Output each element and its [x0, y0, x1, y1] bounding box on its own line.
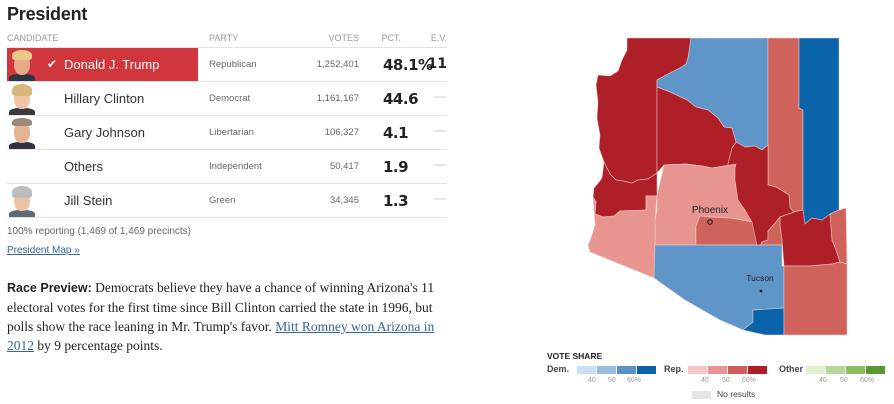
candidate-pct: 48.1% [383, 56, 433, 74]
candidate-ev: — [433, 123, 447, 139]
legend-tick: 50 [722, 377, 730, 384]
candidate-ev: — [433, 157, 447, 173]
city-label-tucson: Tucson [746, 273, 774, 283]
candidate-name: Others [64, 159, 104, 174]
legend-swatches-other [806, 366, 885, 374]
legend-label-other: Other [779, 364, 804, 374]
candidate-ev: — [433, 191, 447, 207]
header-ev: E.V. [430, 33, 447, 43]
clinton-photo [7, 83, 37, 115]
legend-tick: 50 [840, 377, 848, 384]
race-preview-text: Democrats believe they have a chance of … [7, 280, 435, 334]
table-row: ✔ Donald J. Trump Republican 1,252,401 4… [7, 48, 447, 82]
candidate-name: Hillary Clinton [64, 91, 145, 106]
county-pinal [695, 215, 783, 252]
candidate-pct: 1.9 [383, 158, 409, 176]
legend-label-rep: Rep. [664, 364, 684, 374]
candidate-ev: — [433, 89, 447, 105]
header-votes: VOTES [328, 33, 359, 43]
county-apache [798, 37, 840, 225]
candidate-votes: 34,345 [329, 195, 359, 206]
county-navajo [767, 37, 804, 213]
legend-tick: 60% [860, 377, 875, 384]
header-party: PARTY [209, 33, 239, 43]
phoenix-marker-icon [707, 219, 713, 225]
legend-label-dem: Dem. [547, 364, 570, 374]
arizona-county-map[interactable]: Phoenix Tucson [580, 30, 860, 350]
candidate-party: Independent [209, 161, 262, 172]
stein-photo [7, 185, 37, 217]
candidate-votes: 50,417 [329, 161, 359, 172]
race-preview: Race Preview: Democrats believe they hav… [7, 278, 447, 355]
winner-cell: ✔ Donald J. Trump [7, 48, 198, 81]
president-map-link[interactable]: President Map » [7, 245, 80, 256]
legend-tick: 60% [742, 377, 757, 384]
tucson-marker-icon [759, 289, 763, 293]
johnson-photo [7, 117, 37, 149]
candidate-party: Democrat [209, 93, 251, 104]
candidate-party: Republican [209, 59, 257, 70]
legend-tick: 50 [608, 377, 616, 384]
header-pct: PCT. [381, 33, 401, 43]
candidate-votes: 1,161,167 [316, 93, 359, 104]
race-preview-tail: by 9 percentage points. [34, 338, 163, 353]
table-row: Others Independent 50,417 1.9 — [7, 150, 447, 184]
legend-tick: 60% [627, 377, 642, 384]
candidate-name: Gary Johnson [64, 125, 145, 140]
table-header: CANDIDATE PARTY VOTES PCT. E.V. [7, 31, 447, 48]
results-table: CANDIDATE PARTY VOTES PCT. E.V. ✔ Donald… [7, 31, 447, 218]
no-results-label: No results [717, 389, 756, 399]
race-preview-label: Race Preview: [7, 281, 92, 295]
legend-tick: 40 [819, 377, 827, 384]
candidate-party: Green [209, 195, 236, 206]
race-title: President [7, 4, 88, 24]
city-label-phoenix: Phoenix [692, 205, 728, 216]
candidate-name: Jill Stein [64, 193, 113, 208]
table-row: Gary Johnson Libertarian 106,327 4.1 — [7, 116, 447, 150]
candidate-pct: 1.3 [383, 192, 409, 210]
reporting-status: 100% reporting (1,469 of 1,469 precincts… [7, 226, 191, 237]
table-row: Hillary Clinton Democrat 1,161,167 44.6 … [7, 82, 447, 116]
legend-title: VOTE SHARE [547, 351, 603, 361]
no-results-swatch [692, 391, 711, 399]
vote-share-legend: VOTE SHARE Dem. 40 50 60% Rep. 40 50 60%… [547, 351, 894, 404]
legend-tick: 40 [701, 377, 709, 384]
candidate-votes: 1,252,401 [316, 59, 359, 70]
candidate-votes: 106,327 [324, 127, 359, 138]
legend-swatches-dem [577, 366, 656, 374]
table-row: Jill Stein Green 34,345 1.3 — [7, 184, 447, 218]
header-candidate: CANDIDATE [7, 33, 59, 43]
legend-swatches-rep [688, 366, 767, 374]
trump-photo [7, 49, 37, 81]
candidate-name: Donald J. Trump [64, 57, 160, 72]
candidate-party: Libertarian [209, 127, 254, 138]
candidate-pct: 44.6 [383, 90, 419, 108]
county-cochise [783, 261, 848, 336]
county-yuma [587, 195, 658, 279]
candidate-pct: 4.1 [383, 124, 409, 142]
romney-2012-link[interactable]: Mitt Romney won Arizona in 2012 [7, 319, 435, 353]
checkmark-icon: ✔ [47, 57, 58, 71]
candidate-ev: 11 [427, 56, 447, 72]
legend-tick: 40 [588, 377, 596, 384]
